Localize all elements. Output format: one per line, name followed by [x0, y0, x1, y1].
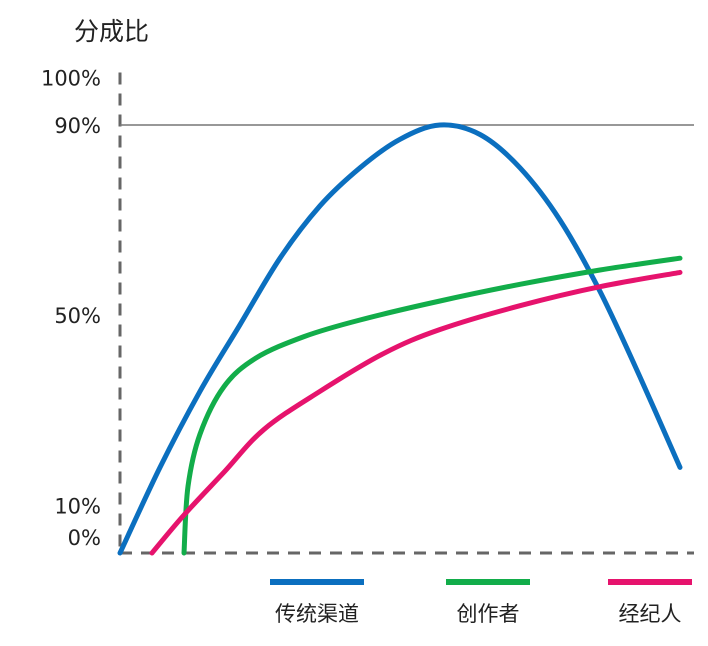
y-axis-title: 分成比	[74, 17, 149, 46]
axes	[118, 72, 694, 555]
y-tick-label: 100%	[41, 66, 101, 90]
series-line-agent	[149, 269, 683, 556]
y-tick-label: 50%	[54, 304, 101, 328]
legend-label-agent: 经纪人	[619, 602, 682, 626]
y-tick-label: 10%	[54, 494, 101, 518]
series-lines	[117, 122, 683, 556]
legend: 传统渠道 创作者 经纪人	[270, 579, 692, 626]
y-tick-label: 90%	[54, 114, 101, 138]
legend-label-creator: 创作者	[457, 602, 520, 626]
series-line-creator	[181, 255, 683, 556]
series-line-traditional-channel	[117, 122, 683, 556]
y-tick-labels: 0% 10% 50% 90% 100%	[41, 66, 101, 550]
legend-label-traditional-channel: 传统渠道	[275, 602, 359, 626]
y-tick-label: 0%	[68, 526, 101, 550]
